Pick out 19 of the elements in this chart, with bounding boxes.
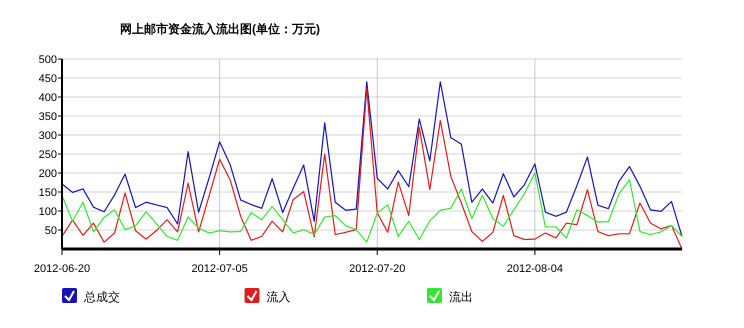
chart-title: 网上邮市资金流入流出图(单位：万元) [120,22,320,36]
y-tick-label: 100 [38,206,57,218]
line-series [61,172,683,243]
y-tick-label: 50 [44,225,57,237]
y-tick-label: 450 [38,73,57,85]
y-tick-label: 500 [38,54,57,66]
y-tick-label: 250 [38,149,57,161]
y-tick-label: 150 [38,187,57,199]
x-tick-label: 2012-07-05 [191,263,248,275]
y-tick-label: 300 [38,130,57,142]
legend-label: 流出 [449,290,473,304]
y-tick-label: 400 [38,92,57,104]
x-tick-label: 2012-08-04 [506,263,564,275]
x-tick-label: 2012-07-20 [349,263,406,275]
legend-label: 总成交 [83,290,120,304]
x-tick-label: 2012-06-20 [34,263,90,275]
legend-label: 流入 [266,290,290,304]
y-tick-label: 350 [38,111,57,123]
y-tick-label: 200 [38,168,57,180]
